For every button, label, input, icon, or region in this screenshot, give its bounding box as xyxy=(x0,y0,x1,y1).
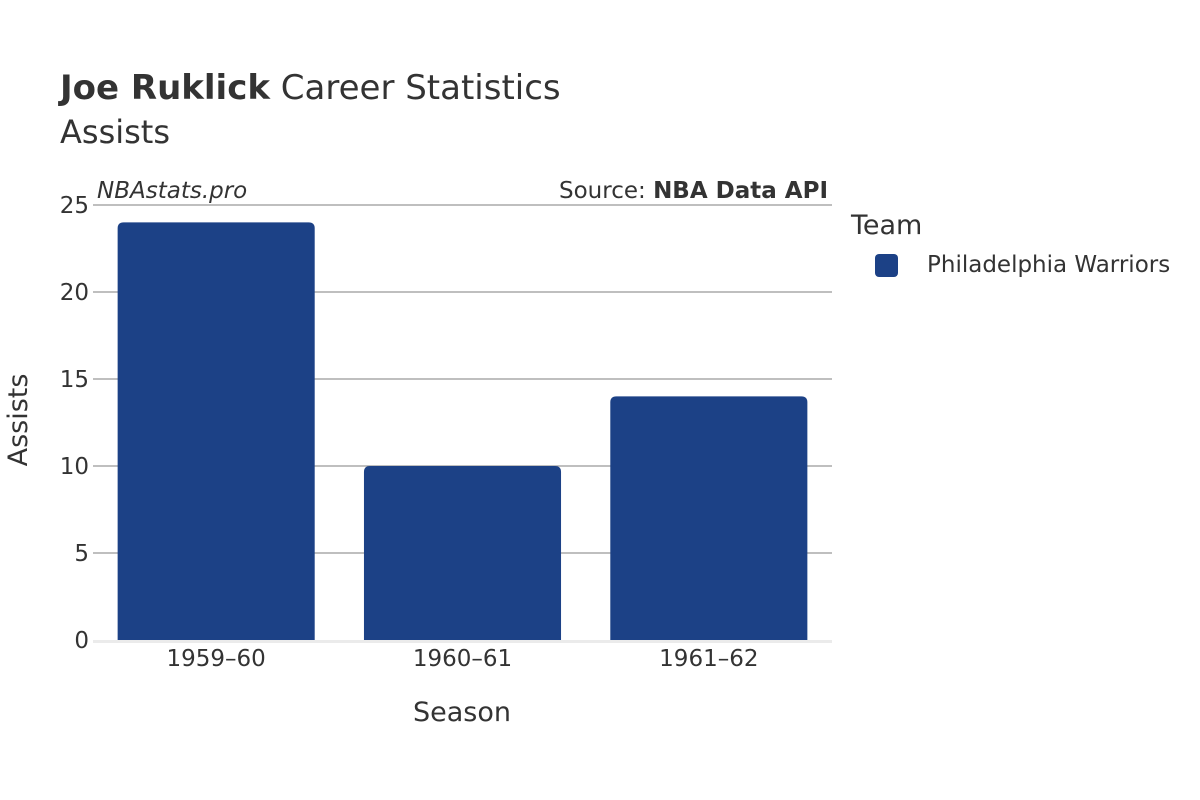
y-tick-label-15: 15 xyxy=(60,367,89,393)
x-tick-labels: 1959–60 1960–61 1961–62 xyxy=(167,646,759,672)
legend-item-philadelphia-warriors[interactable]: Philadelphia Warriors xyxy=(875,252,1170,278)
x-tick-label-1961–62: 1961–62 xyxy=(659,646,758,672)
y-tick-label-10: 10 xyxy=(60,454,89,480)
x-axis-title: Season xyxy=(413,697,511,728)
player-name: Joe Ruklick xyxy=(60,68,270,108)
chart-title: Joe Ruklick Career Statistics xyxy=(60,68,561,108)
bar-1961–62[interactable] xyxy=(610,396,808,640)
x-tick-label-1960–61: 1960–61 xyxy=(413,646,512,672)
y-tick-label-5: 5 xyxy=(74,541,89,567)
bars xyxy=(117,222,808,640)
legend: Team Philadelphia Warriors xyxy=(851,210,1170,278)
bar-1960–61[interactable] xyxy=(363,466,562,640)
y-tick-label-20: 20 xyxy=(60,280,89,306)
chart-title-block: Joe Ruklick Career Statistics Assists xyxy=(60,68,561,152)
legend-swatch xyxy=(875,253,898,277)
source-name: NBA Data API xyxy=(653,178,828,204)
legend-title: Team xyxy=(851,210,923,241)
y-axis-title: Assists xyxy=(3,374,34,467)
title-rest: Career Statistics xyxy=(280,68,561,108)
x-tick-label-1959–60: 1959–60 xyxy=(167,646,266,672)
source-credit: Source: NBA Data API xyxy=(559,178,828,204)
y-tick-label-0: 0 xyxy=(74,628,89,654)
watermark: NBAstats.pro xyxy=(97,178,248,204)
bar-1959–60[interactable] xyxy=(117,222,315,640)
legend-label: Philadelphia Warriors xyxy=(927,252,1171,278)
y-tick-labels: 0 5 10 15 20 25 xyxy=(60,193,89,654)
source-prefix: Source: xyxy=(559,178,654,204)
y-tick-label-25: 25 xyxy=(60,193,89,219)
chart-subtitle: Assists xyxy=(60,113,171,151)
